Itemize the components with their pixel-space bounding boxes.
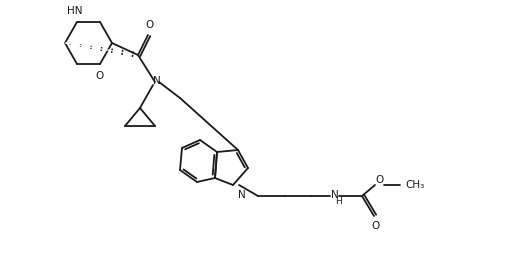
- Text: O: O: [371, 221, 379, 231]
- Text: N: N: [153, 76, 161, 86]
- Text: N: N: [238, 190, 246, 200]
- Text: HN: HN: [67, 6, 83, 16]
- Text: O: O: [376, 175, 384, 185]
- Text: CH₃: CH₃: [405, 180, 424, 190]
- Text: N: N: [331, 190, 339, 200]
- Text: O: O: [145, 20, 153, 30]
- Text: H: H: [336, 196, 342, 206]
- Text: O: O: [96, 71, 104, 81]
